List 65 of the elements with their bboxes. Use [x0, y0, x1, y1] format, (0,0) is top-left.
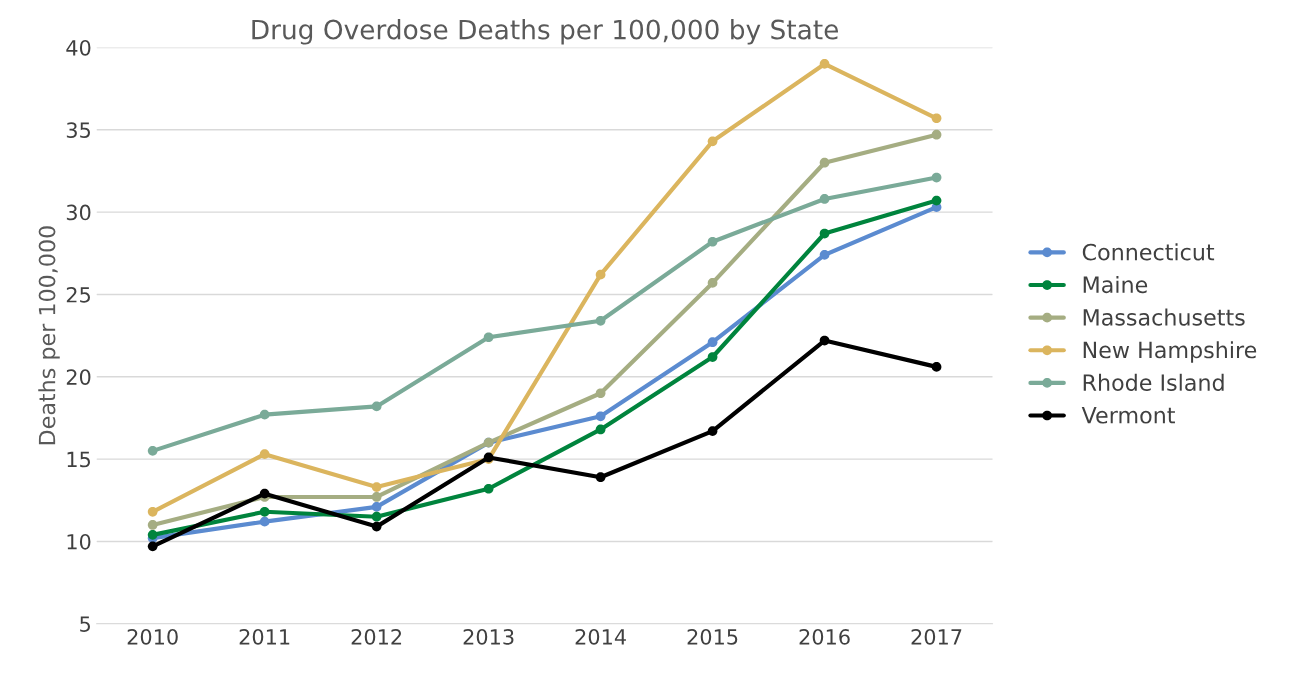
point [819, 194, 830, 204]
y-tick-label: 20 [66, 369, 91, 385]
point [147, 529, 158, 540]
point [595, 411, 606, 422]
legend-label: Connecticut [1082, 243, 1215, 261]
x-tick-label: 2010 [127, 628, 178, 645]
point [259, 488, 270, 499]
point [819, 250, 830, 260]
point [595, 269, 606, 280]
point [931, 195, 942, 206]
point [371, 401, 382, 412]
point [371, 492, 382, 502]
point [371, 501, 382, 512]
point [819, 335, 830, 346]
point [595, 315, 606, 326]
point [707, 236, 718, 247]
chart-title: Drug Overdose Deaths per 100,000 by State [252, 19, 838, 45]
point [931, 113, 942, 124]
point [371, 511, 382, 522]
point [595, 388, 606, 399]
point [259, 449, 270, 460]
point [931, 362, 942, 372]
legend-label: Vermont [1081, 407, 1175, 424]
x-tick-label: 2013 [463, 628, 514, 645]
point [595, 424, 606, 435]
point [707, 352, 718, 362]
x-tick-label: 2017 [911, 628, 962, 645]
y-tick-label: 15 [67, 451, 90, 468]
point [259, 516, 270, 527]
legend-label: Rhode Island [1083, 373, 1224, 391]
legend-label: Maine [1083, 275, 1148, 294]
y-tick-label: 5 [80, 616, 90, 632]
point [147, 446, 158, 456]
legend-label: Massachusetts [1083, 308, 1245, 326]
point [259, 506, 270, 517]
point [931, 129, 942, 140]
y-tick-label: 40 [66, 39, 91, 56]
point [371, 521, 382, 532]
y-tick-label: 30 [66, 204, 91, 221]
point [259, 409, 270, 420]
point [147, 506, 158, 517]
point [819, 59, 830, 69]
point [595, 472, 606, 483]
point [931, 172, 942, 183]
point [819, 228, 830, 239]
point [147, 520, 158, 530]
legend-label: New Hampshire [1083, 341, 1257, 363]
y-tick-label: 35 [66, 122, 90, 138]
point [707, 337, 718, 348]
y-tick-label: 10 [67, 533, 91, 550]
point [483, 332, 494, 343]
x-tick-label: 2015 [687, 628, 738, 645]
x-tick-label: 2012 [351, 628, 402, 645]
x-tick-label: 2014 [575, 628, 626, 645]
point [707, 426, 718, 436]
y-tick-label: 25 [66, 286, 90, 303]
point [371, 482, 382, 492]
x-tick-label: 2016 [799, 628, 850, 645]
x-tick-label: 2011 [239, 628, 290, 645]
y-axis-title: Deaths per 100,000 [38, 226, 60, 445]
point [147, 541, 158, 552]
point [707, 278, 718, 288]
point [483, 483, 494, 494]
point [819, 157, 830, 168]
point [707, 136, 718, 147]
